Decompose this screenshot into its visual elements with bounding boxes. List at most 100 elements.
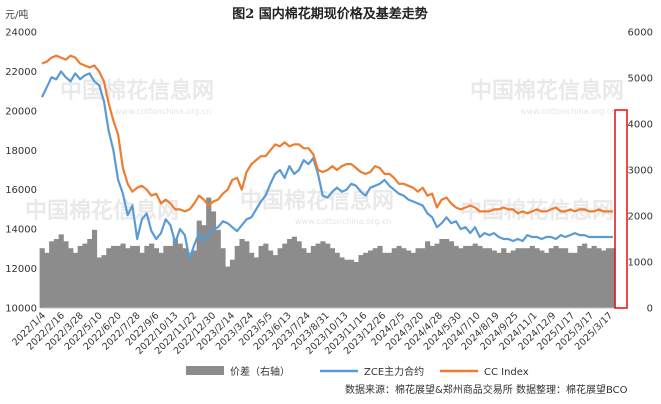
spread-bar [139,252,145,308]
spread-bar [301,248,307,308]
y-right-tick-label: 2000 [628,212,653,223]
y-right-tick-label: 6000 [628,28,653,39]
spread-bar [372,248,378,308]
spread-bar [577,245,583,308]
spread-bar [453,245,459,308]
watermark-url-2: www.cottonchina.org.cn [295,217,391,226]
spread-bar [482,248,488,308]
spread-bar [49,241,55,308]
legend-label-spread: 价差（右轴） [230,365,290,378]
zce-price-line [41,70,613,260]
y-left-tick-label: 14000 [5,225,37,236]
spread-bar [382,252,388,308]
watermark-url-3: www.cottonchina.org.cn [520,107,616,116]
spread-bar [425,241,431,308]
spread-bar [415,248,421,308]
spread-bar [348,259,355,308]
spread-bar [58,234,64,308]
spread-bar [448,241,454,308]
spread-bar [520,248,526,308]
spread-bar [144,245,150,308]
spread-bar [463,245,469,308]
spread-bar [510,250,516,308]
spread-bar [477,245,483,308]
spread-bar [44,252,50,308]
spread-bar [529,245,535,308]
spread-bar [191,250,198,308]
spread-bar [277,248,283,308]
spread-bar [582,243,588,308]
spread-bar [239,239,245,308]
spread-bar [101,255,107,308]
spread-bar [334,252,340,308]
watermark-brand-4: 中国棉花信息网 [25,198,179,224]
y-left-unit: 元/吨 [5,8,28,21]
spread-bar [96,257,102,308]
spread-bar [91,229,98,308]
spread-bar [244,241,250,308]
y-right-tick-label: 5000 [628,74,653,85]
spread-bar [296,241,302,308]
spread-bar [544,252,550,308]
spread-bar [558,248,564,308]
spread-bar [196,220,202,308]
spread-bar [310,245,317,308]
spread-bar [396,245,402,308]
spread-bar [572,252,578,308]
spread-bar [363,252,369,308]
spread-bar [386,252,393,308]
spread-bar [220,248,226,308]
spread-bar [553,245,559,308]
spread-bar [486,248,493,308]
spread-bar [268,250,274,308]
spread-bar [206,197,212,308]
spread-bar [596,248,602,308]
spread-bar [287,239,293,308]
y-right-tick-label: 3000 [628,166,653,177]
spread-bar [282,243,288,308]
spread-bar [420,248,426,308]
spread-bar [458,248,464,308]
spread-bar [130,245,136,308]
spread-bar [353,262,359,308]
y-left-tick-label: 12000 [5,264,37,275]
spread-bar [172,239,179,308]
spread-bar [68,248,74,308]
spread-bar [306,252,312,308]
spread-bar [258,245,264,308]
y-left-tick-label: 22000 [5,67,37,78]
spread-bar [177,243,183,308]
spread-bar [134,245,140,308]
spread-bar [72,252,79,308]
y-left-axis: 10000 12000 14000 16000 18000 20000 22000 24000 [5,28,37,315]
spread-bar [210,211,217,308]
spread-bar [367,250,374,308]
spread-bar [344,259,350,308]
spread-bar [548,248,554,308]
spread-bar [467,245,474,308]
y-left-tick-label: 18000 [5,146,37,157]
spread-bar [401,248,407,308]
spread-bar [106,248,112,308]
spread-bar [315,243,321,308]
y-right-tick-label: 4000 [628,120,653,131]
spread-bar [391,248,397,308]
spread-bar [115,245,121,308]
spread-bar [215,229,221,308]
spread-bar [610,248,616,308]
spread-bar [149,243,155,308]
spread-bar [539,250,545,308]
spread-bar [168,245,174,308]
spread-bar [225,266,231,308]
legend-label-cc: CC Index [484,367,529,378]
spread-bar [406,250,412,308]
watermark-url-1: www.cottonchina.org.cn [115,107,211,116]
spread-bar [39,248,45,308]
y-right-tick-label: 0 [647,304,653,315]
spread-bar [534,248,540,308]
legend: 价差（右轴） ZCE主力合约 CC Index [186,365,529,378]
price-line-series [41,54,613,260]
spread-bar [77,245,83,308]
spread-bar [320,241,326,308]
